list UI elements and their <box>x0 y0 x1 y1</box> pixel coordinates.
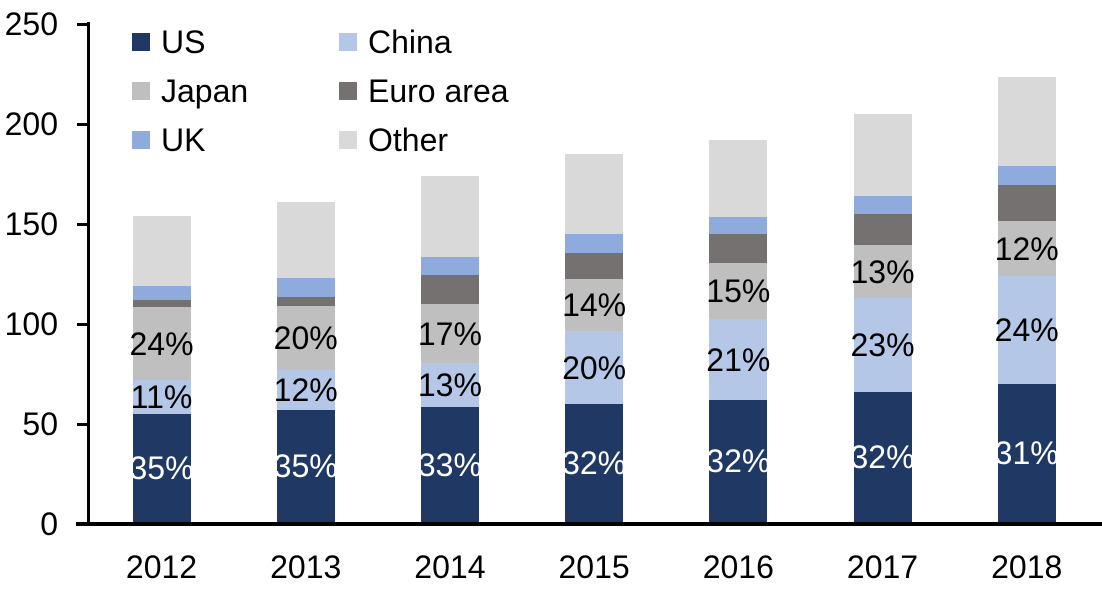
legend-item-us: US <box>132 23 205 61</box>
legend-item-euro-area: Euro area <box>339 72 509 110</box>
bar-segment-2017-us <box>853 392 912 522</box>
y-axis-label-250: 250 <box>4 6 58 42</box>
bar-segment-2018-china <box>997 276 1056 384</box>
bar-segment-2013-other <box>276 202 335 279</box>
y-axis-label-0: 0 <box>40 506 58 542</box>
y-axis-tick-200 <box>77 122 88 126</box>
bar-segment-2014-japan <box>420 304 479 363</box>
bar-segment-2017-other <box>853 114 912 196</box>
legend-swatch-other-icon <box>339 131 357 149</box>
legend-item-uk: UK <box>132 121 205 159</box>
bar-segment-2015-other <box>565 154 624 234</box>
bar-segment-2016-us <box>709 400 768 522</box>
legend-label-other: Other <box>368 122 449 158</box>
bar-segment-2012-japan <box>132 307 191 380</box>
y-axis-label-150: 150 <box>4 206 58 242</box>
y-axis-tick-250 <box>77 22 88 26</box>
bar-segment-2018-uk <box>997 166 1056 185</box>
bar-segment-2018-other <box>997 77 1056 166</box>
bar-segment-2018-japan <box>997 221 1056 276</box>
bar-segment-2015-euro-area <box>565 253 624 280</box>
bar-segment-2013-japan <box>276 306 335 370</box>
bar-segment-2017-china <box>853 298 912 392</box>
bar-segment-2013-china <box>276 370 335 410</box>
legend-swatch-euro-area-icon <box>339 82 357 100</box>
bar-segment-2012-uk <box>132 285 191 300</box>
legend-label-china: China <box>368 24 452 60</box>
bar-segment-2016-euro-area <box>709 234 768 263</box>
y-axis-line <box>87 22 90 526</box>
y-axis-tick-50 <box>77 422 88 426</box>
bar-segment-2014-euro-area <box>420 275 479 304</box>
bar-segment-2014-other <box>420 176 479 257</box>
bar-segment-2015-us <box>565 404 624 522</box>
bar-segment-2015-china <box>565 331 624 404</box>
legend-label-uk: UK <box>161 122 206 158</box>
x-axis-label-2017: 2017 <box>846 549 919 585</box>
x-axis-label-2012: 2012 <box>125 549 198 585</box>
x-axis-line <box>76 522 1102 526</box>
bar-segment-2012-china <box>132 380 191 414</box>
legend-swatch-japan-icon <box>132 82 150 100</box>
bar-segment-2017-uk <box>853 196 912 214</box>
x-axis-label-2015: 2015 <box>558 549 630 585</box>
bar-segment-2014-china <box>420 363 479 407</box>
y-axis-tick-100 <box>77 322 88 326</box>
bar-segment-2012-euro-area <box>132 299 191 307</box>
x-axis-label-2016: 2016 <box>702 549 774 585</box>
bar-segment-2016-china <box>709 319 768 400</box>
bar-segment-2016-uk <box>709 217 768 234</box>
bar-segment-2012-us <box>132 414 191 522</box>
bar-segment-2013-euro-area <box>276 296 335 306</box>
bar-segment-2018-euro-area <box>997 185 1056 221</box>
bar-segment-2017-japan <box>853 245 912 298</box>
bar-segment-2015-uk <box>565 234 624 253</box>
bar-segment-2012-other <box>132 216 191 286</box>
y-axis-label-200: 200 <box>4 106 58 142</box>
legend-item-other: Other <box>339 121 448 159</box>
bar-segment-2013-uk <box>276 278 335 297</box>
bar-segment-2016-japan <box>709 263 768 319</box>
x-axis-label-2013: 2013 <box>270 549 342 585</box>
legend-label-japan: Japan <box>161 73 249 109</box>
x-axis-label-2018: 2018 <box>991 549 1063 585</box>
bar-segment-2016-other <box>709 140 768 217</box>
legend-item-china: China <box>339 23 452 61</box>
bar-segment-2013-us <box>276 410 335 522</box>
legend-swatch-us-icon <box>132 33 150 51</box>
bar-segment-2018-us <box>997 384 1056 522</box>
legend-label-us: US <box>161 24 206 60</box>
bar-segment-2014-uk <box>420 257 479 275</box>
y-axis-label-100: 100 <box>4 306 58 342</box>
legend-label-euro-area: Euro area <box>368 73 509 109</box>
bar-segment-2014-us <box>420 407 479 522</box>
legend-item-japan: Japan <box>132 72 248 110</box>
y-axis-tick-0 <box>77 522 88 526</box>
y-axis-tick-150 <box>77 222 88 226</box>
bar-segment-2017-euro-area <box>853 214 912 245</box>
y-axis-label-50: 50 <box>22 406 58 442</box>
x-axis-label-2014: 2014 <box>414 549 486 585</box>
bar-segment-2015-japan <box>565 279 624 331</box>
legend-swatch-uk-icon <box>132 131 150 149</box>
legend-swatch-china-icon <box>339 33 357 51</box>
